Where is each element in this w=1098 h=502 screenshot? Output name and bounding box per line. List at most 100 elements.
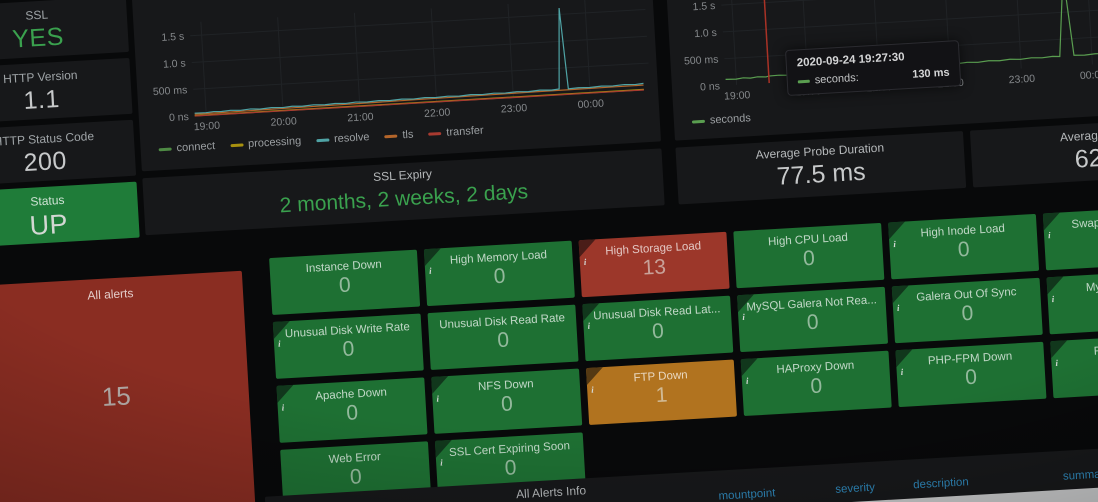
x-tick-label: 00:00 [577, 98, 604, 112]
column-header-description[interactable]: description [912, 476, 970, 492]
info-icon-glyph: i [1047, 230, 1051, 241]
x-tick-label: 19:00 [193, 120, 220, 134]
info-icon: i [578, 239, 597, 267]
info-icon-glyph: i [741, 311, 746, 322]
series-dash-icon [797, 79, 810, 83]
alert-tile[interactable]: i High Inode Load 0 [888, 213, 1040, 280]
column-header-summary[interactable]: summary [1062, 468, 1098, 483]
gridline-y [722, 0, 1098, 33]
info-icon-glyph: i [896, 302, 900, 314]
legend-dash-icon [158, 147, 172, 151]
tooltip-timestamp: 2020-09-24 19:27:30 [796, 51, 905, 70]
info-icon: i [582, 303, 601, 331]
tooltip-value: 130 ms [911, 66, 950, 81]
y-tick-label: 500 ms [684, 54, 719, 68]
legend-item-tls[interactable]: tls [384, 129, 414, 143]
legend-dash-icon [428, 131, 442, 136]
info-icon: i [895, 349, 914, 377]
x-tick-label: 23:00 [501, 102, 528, 116]
tooltip-series-label: seconds: [814, 71, 860, 87]
alert-tile[interactable]: i MySQL Galera Not Rea... 0 [737, 286, 889, 353]
legend-dash-icon [229, 142, 244, 147]
column-header-mountpoint[interactable]: mountpoint [718, 487, 776, 502]
y-tick-label: 0 ns [700, 80, 721, 93]
x-tick-label: 22:00 [424, 106, 451, 120]
info-icon: i [585, 367, 604, 395]
info-icon-glyph: i [583, 256, 587, 268]
gridline-y [191, 35, 647, 64]
info-icon: i [1046, 276, 1065, 304]
info-icon-glyph: i [1055, 357, 1059, 369]
info-icon: i [431, 376, 450, 404]
legend-label: connect [176, 140, 216, 155]
info-icon-glyph: i [587, 320, 591, 331]
info-icon-glyph: i [590, 384, 595, 395]
info-icon-glyph: i [893, 239, 897, 250]
alert-tile[interactable]: i NFS Down 0 [431, 368, 583, 434]
alert-tile[interactable]: i High Storage Load 13 [578, 231, 730, 298]
gridline-x [730, 0, 738, 85]
panel-ssl: SSL YES [0, 0, 129, 63]
gridline-x [430, 8, 438, 103]
info-icon: i [272, 321, 291, 349]
alert-tile[interactable]: i HAProxy Down 0 [740, 350, 892, 417]
panel-avg-probe: Average Probe Duration 77.5 ms [675, 130, 967, 205]
info-icon-glyph: i [745, 375, 749, 386]
info-icon: i [1042, 212, 1061, 240]
info-icon: i [1050, 340, 1069, 368]
alert-tile[interactable]: i Apache Down 0 [276, 377, 428, 443]
column-header-severity[interactable]: severity [835, 481, 876, 496]
series-transfer [194, 89, 644, 117]
info-icon: i [276, 384, 295, 413]
gridline-y [190, 8, 646, 37]
legend-label: resolve [333, 131, 370, 146]
alert-tile[interactable]: i PHP-FPM Down 0 [895, 341, 1047, 408]
all-alerts-label: All alerts [87, 286, 134, 303]
gridline-y [721, 0, 1098, 6]
info-icon-glyph: i [428, 265, 432, 276]
x-tick-label: 00:00 [1080, 69, 1098, 83]
alert-tile[interactable]: i Unusual Disk Read Lat... 0 [582, 295, 734, 362]
panel-http-duration: HTTP Duration 19:0020:0021:0022:0023:000… [131, 0, 662, 172]
alert-tile[interactable]: i FTP Down 1 [585, 359, 737, 425]
http-status-code-value: 200 [22, 146, 68, 178]
info-icon: i [423, 248, 442, 276]
panel-status: Status UP [0, 181, 140, 248]
panel-http-version: HTTP Version 1.1 [0, 57, 133, 125]
alert-tile[interactable]: High CPU Load 0 [733, 222, 885, 289]
legend-dash-icon [691, 119, 706, 124]
y-tick-label: 1.0 s [694, 27, 717, 40]
http-duration-chart[interactable]: 19:00 20:00 21:00 22:00 23:00 00:00 0 ns 500 ms… [132, 0, 661, 171]
y-tick-label: 0 ns [169, 111, 190, 124]
x-tick-label: 23:00 [1008, 73, 1035, 87]
panel-avg-dns: Average DNS Lookup 62.1 ms [969, 113, 1098, 188]
info-icon: i [888, 221, 907, 249]
y-tick-label: 500 ms [153, 84, 188, 98]
legend-dash-icon [316, 137, 330, 142]
gridline-x [507, 3, 514, 98]
alert-tile[interactable]: i Galera Out Of Sync 0 [891, 277, 1043, 344]
legend-label: seconds [709, 112, 752, 127]
gridline-x [277, 17, 284, 112]
y-tick-label: 1.0 s [163, 57, 186, 70]
alert-tile[interactable]: i Unusual Disk Write Rate 0 [272, 313, 424, 379]
ssl-value: YES [11, 22, 65, 54]
gridline-y [193, 62, 649, 90]
panel-http-status-code: HTTP Status Code 200 [0, 119, 137, 187]
info-icon-glyph: i [439, 457, 443, 468]
info-icon: i [891, 285, 910, 313]
x-tick-label: 19:00 [724, 89, 751, 103]
gridline-x [353, 12, 361, 107]
gridline-x [200, 21, 207, 116]
alert-tile[interactable]: Unusual Disk Read Rate 0 [427, 304, 579, 371]
info-icon: i [737, 294, 755, 322]
info-icon: i [434, 439, 453, 468]
alert-tile[interactable]: i High Memory Load 0 [423, 240, 575, 307]
alert-tile[interactable]: Instance Down 0 [269, 249, 421, 316]
all-alerts-value: 15 [100, 380, 132, 412]
all-alerts-tile[interactable]: All alerts 15 [0, 270, 259, 502]
